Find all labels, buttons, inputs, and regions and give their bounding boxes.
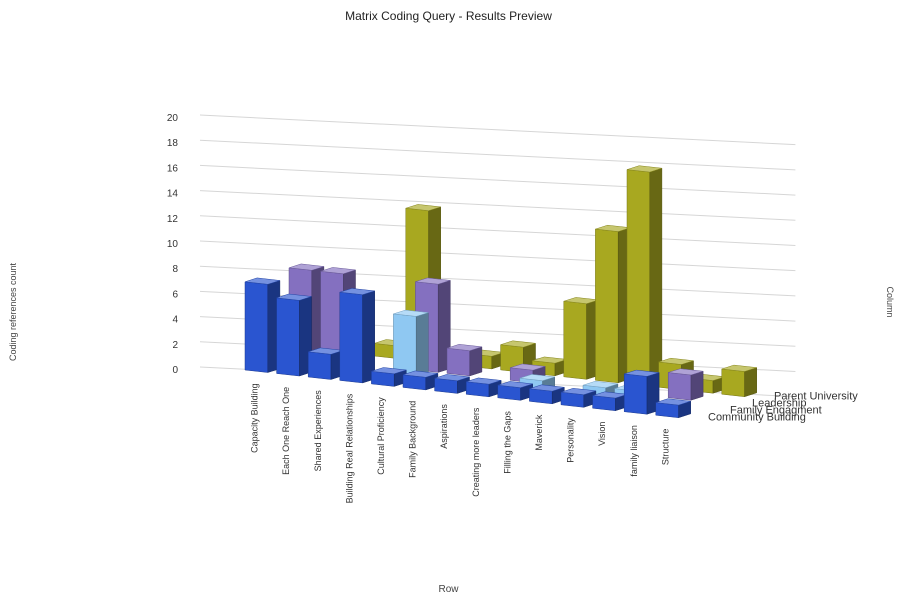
x-tick-label: Creating more leaders <box>471 407 481 497</box>
y-tick-label: 10 <box>167 239 179 250</box>
bar <box>497 381 533 401</box>
y-tick-label: 2 <box>172 340 178 351</box>
x-axis-label: Row <box>438 584 459 595</box>
x-tick-label: Maverick <box>534 414 544 451</box>
x-tick-label: Family Background <box>408 401 418 478</box>
bar <box>244 277 281 373</box>
y-tick-label: 20 <box>167 113 179 124</box>
gridline <box>199 215 796 246</box>
bar <box>402 370 439 391</box>
x-tick-label: Shared Experiences <box>313 390 323 472</box>
x-tick-label: Structure <box>660 429 670 466</box>
y-tick-label: 14 <box>167 189 179 200</box>
gridline <box>199 190 796 221</box>
x-tick-label: Building Real Relationships <box>344 393 354 503</box>
bar <box>371 367 407 387</box>
x-tick-label: Aspirations <box>439 404 449 449</box>
x-tick-label: Capacity Building <box>250 383 260 453</box>
bar <box>307 347 344 380</box>
bar <box>667 368 704 401</box>
gridline <box>199 164 796 196</box>
bar <box>595 224 631 384</box>
bar <box>276 293 312 377</box>
bar <box>339 288 375 384</box>
gridline <box>199 139 796 171</box>
y-tick-label: 0 <box>172 365 178 376</box>
y-tick-label: 6 <box>172 289 178 300</box>
series-label: Community Building <box>708 412 806 424</box>
bar <box>446 344 483 377</box>
series-label: Parent University <box>774 391 858 403</box>
bar <box>560 388 597 408</box>
x-tick-label: Filling the Gaps <box>502 411 512 474</box>
x-tick-label: family liaison <box>629 425 639 477</box>
bar <box>655 398 691 419</box>
bar <box>721 364 757 398</box>
y-tick-label: 16 <box>167 163 179 174</box>
x-tick-label: Each One Reach One <box>281 387 291 475</box>
y-tick-label: 4 <box>172 315 178 326</box>
series-label: Leadership <box>752 398 806 410</box>
x-tick-label: Cultural Proficiency <box>376 397 386 475</box>
bar <box>592 391 628 412</box>
x-tick-label: Personality <box>566 418 576 463</box>
bar <box>393 309 429 380</box>
depth-axis-label: Column <box>885 286 895 318</box>
y-tick-label: 8 <box>172 264 178 275</box>
series-label: Family Engagment <box>730 405 822 417</box>
bar <box>563 297 599 380</box>
y-tick-label: 12 <box>167 214 179 225</box>
y-axis-label: Coding references count <box>8 262 18 362</box>
bar <box>623 369 660 415</box>
bar <box>434 374 470 394</box>
bar <box>465 377 502 398</box>
bar <box>529 384 565 405</box>
bar <box>626 165 663 387</box>
y-tick-label: 18 <box>167 138 179 149</box>
gridline <box>199 114 796 146</box>
x-tick-label: Vision <box>597 422 607 446</box>
gridline <box>199 240 796 272</box>
chart-title: Matrix Coding Query - Results Preview <box>345 9 552 23</box>
